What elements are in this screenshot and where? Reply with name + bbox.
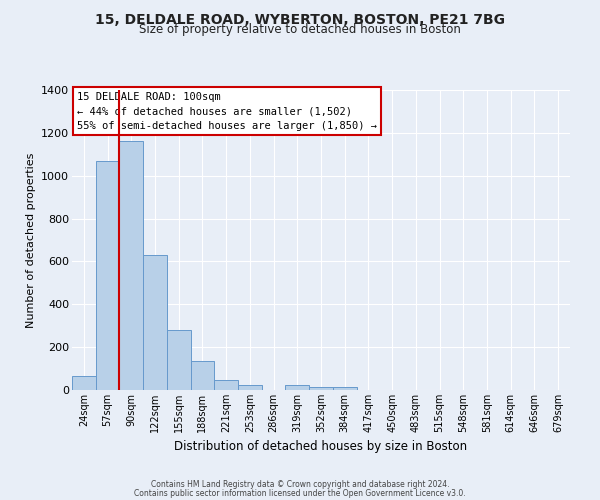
Text: Size of property relative to detached houses in Boston: Size of property relative to detached ho…	[139, 22, 461, 36]
Bar	[191, 361, 214, 390]
Text: 15, DELDALE ROAD, WYBERTON, BOSTON, PE21 7BG: 15, DELDALE ROAD, WYBERTON, BOSTON, PE21…	[95, 12, 505, 26]
Bar	[96, 160, 119, 390]
Y-axis label: Number of detached properties: Number of detached properties	[26, 152, 35, 328]
Text: Contains public sector information licensed under the Open Government Licence v3: Contains public sector information licen…	[134, 488, 466, 498]
Text: 15 DELDALE ROAD: 100sqm
← 44% of detached houses are smaller (1,502)
55% of semi: 15 DELDALE ROAD: 100sqm ← 44% of detache…	[77, 92, 377, 131]
Bar	[238, 386, 262, 390]
Bar	[214, 380, 238, 390]
Text: Contains HM Land Registry data © Crown copyright and database right 2024.: Contains HM Land Registry data © Crown c…	[151, 480, 449, 489]
X-axis label: Distribution of detached houses by size in Boston: Distribution of detached houses by size …	[175, 440, 467, 454]
Bar	[286, 386, 309, 390]
Bar	[72, 376, 96, 390]
Bar	[167, 330, 191, 390]
Bar	[119, 142, 143, 390]
Bar	[309, 387, 333, 390]
Bar	[143, 255, 167, 390]
Bar	[333, 387, 356, 390]
